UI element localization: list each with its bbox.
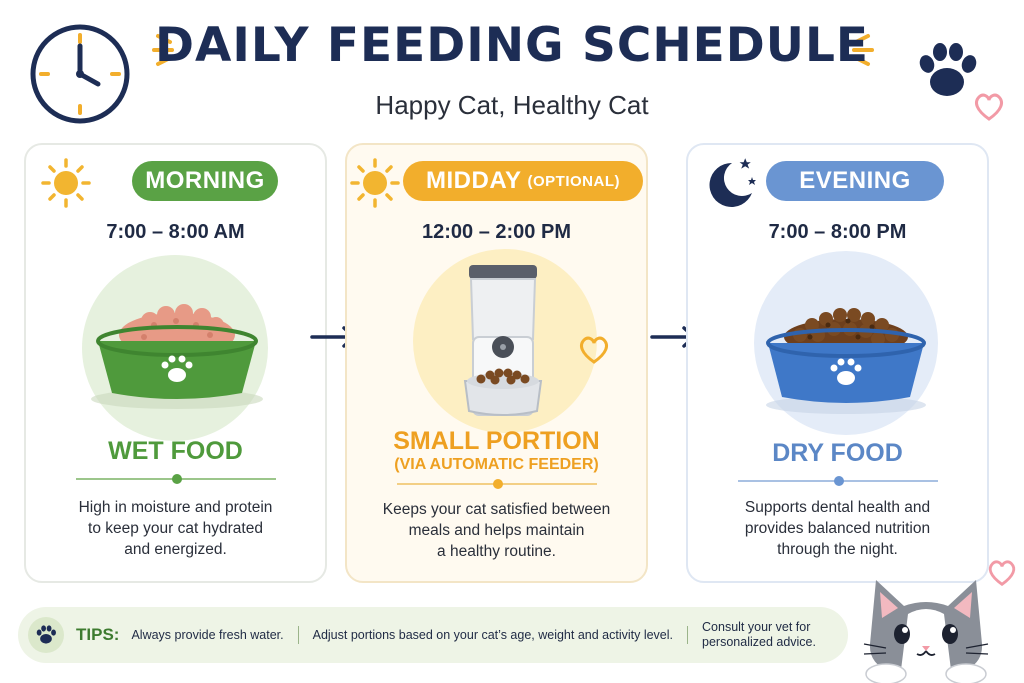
midday-label: MIDDAY (OPTIONAL) [403, 161, 643, 201]
clock-icon [30, 24, 130, 124]
evening-food-name: DRY FOOD [772, 439, 903, 467]
heart-icon [580, 336, 608, 364]
heart-icon [988, 560, 1016, 587]
automatic-feeder-icon [463, 265, 543, 416]
tip-separator [687, 626, 689, 644]
midday-card: MIDDAY (OPTIONAL) 12:00 – 2:00 PM SMALL P… [345, 143, 648, 583]
midday-description: Keeps your cat satisfied between meals a… [382, 501, 611, 560]
cat-illustration [863, 580, 989, 683]
heart-icon [975, 93, 1003, 121]
morning-time: 7:00 – 8:00 AM [106, 221, 245, 243]
wet-food-bowl-icon [91, 304, 263, 409]
evening-divider [738, 476, 938, 486]
morning-description: High in moisture and protein to keep you… [78, 499, 273, 558]
midday-food-note: (VIA AUTOMATIC FEEDER) [394, 456, 599, 473]
midday-food-name: SMALL PORTION [393, 427, 600, 455]
paw-icon [919, 43, 977, 96]
sparkle-left-icon [152, 34, 174, 66]
sun-icon [41, 158, 91, 208]
sparkle-right-icon [852, 34, 874, 66]
tip-separator [297, 626, 299, 644]
midday-divider [397, 479, 597, 489]
evening-time: 7:00 – 8:00 PM [768, 221, 907, 243]
morning-food-name: WET FOOD [108, 437, 243, 465]
paw-icon [36, 625, 56, 644]
sun-icon [350, 158, 400, 208]
morning-label: MORNING [132, 161, 278, 201]
dry-food-bowl-icon [766, 308, 926, 414]
tip-item: Always provide fresh water. [131, 627, 284, 642]
evening-card: EVENING 7:00 – 8:00 PM DRY FOOD Supports… [686, 143, 989, 583]
morning-card: MORNING 7:00 – 8:00 AM WET FOOD High in … [24, 143, 327, 583]
tips-bar: TIPS: Always provide fresh water. Adjust… [18, 607, 848, 663]
tips-paw-icon [28, 617, 64, 653]
morning-divider [76, 474, 276, 484]
tip-item: Adjust portions based on your cat’s age,… [312, 627, 674, 642]
tip-item: Consult your vet for personalized advice… [702, 620, 816, 649]
page-subtitle: Happy Cat, Healthy Cat [375, 90, 649, 120]
evening-description: Supports dental health and provides bala… [744, 499, 931, 558]
evening-label: EVENING [766, 161, 944, 201]
midday-time: 12:00 – 2:00 PM [422, 221, 571, 243]
page-title: DAILY FEEDING SCHEDULE [154, 18, 869, 73]
moon-icon [709, 158, 756, 207]
tips-label: TIPS: [76, 625, 120, 644]
